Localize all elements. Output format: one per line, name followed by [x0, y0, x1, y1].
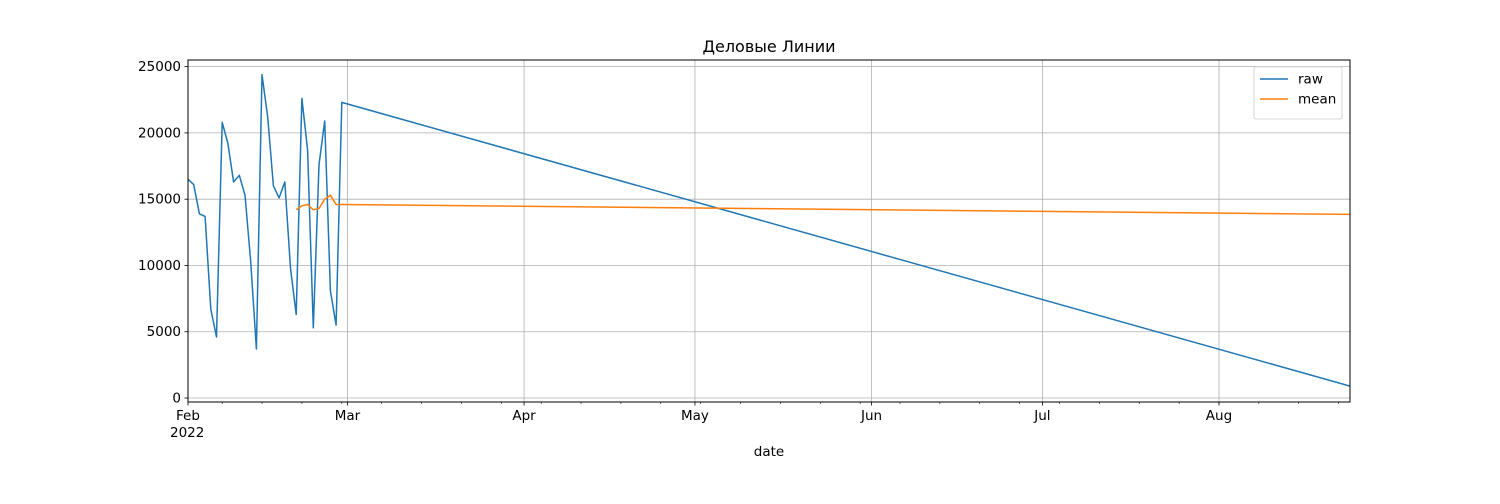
legend: raw mean [1253, 66, 1343, 120]
y-tick-label: 20000 [138, 125, 181, 141]
x-tick-label: Jun [860, 408, 882, 424]
x-tick-sublabel: 2022 [170, 425, 204, 441]
x-tick-label: Feb [176, 408, 200, 424]
grid [187, 60, 1350, 402]
x-tick-label: Apr [512, 408, 536, 424]
series-line-raw [187, 73, 1351, 387]
legend-box [1253, 66, 1343, 120]
y-tick-label: 0 [172, 391, 181, 407]
x-tick-label: May [681, 408, 709, 424]
y-tick-label: 15000 [138, 192, 181, 208]
series-lines [187, 73, 1351, 387]
series-line-mean [295, 194, 1351, 216]
x-axis-label: date [754, 444, 784, 460]
x-tick-label: Mar [335, 408, 361, 424]
y-axis: 0 5000 10000 15000 20000 25000 [138, 59, 188, 407]
legend-label-raw: raw [1298, 72, 1323, 88]
chart-title: Деловые Линии [702, 37, 835, 56]
legend-label-mean: mean [1298, 92, 1336, 108]
x-tick-label: Aug [1206, 408, 1232, 424]
y-tick-label: 25000 [138, 59, 181, 75]
x-tick-label: Jul [1033, 408, 1050, 424]
y-tick-label: 10000 [138, 258, 181, 274]
plot-frame [187, 59, 1351, 403]
y-tick-label: 5000 [147, 324, 181, 340]
